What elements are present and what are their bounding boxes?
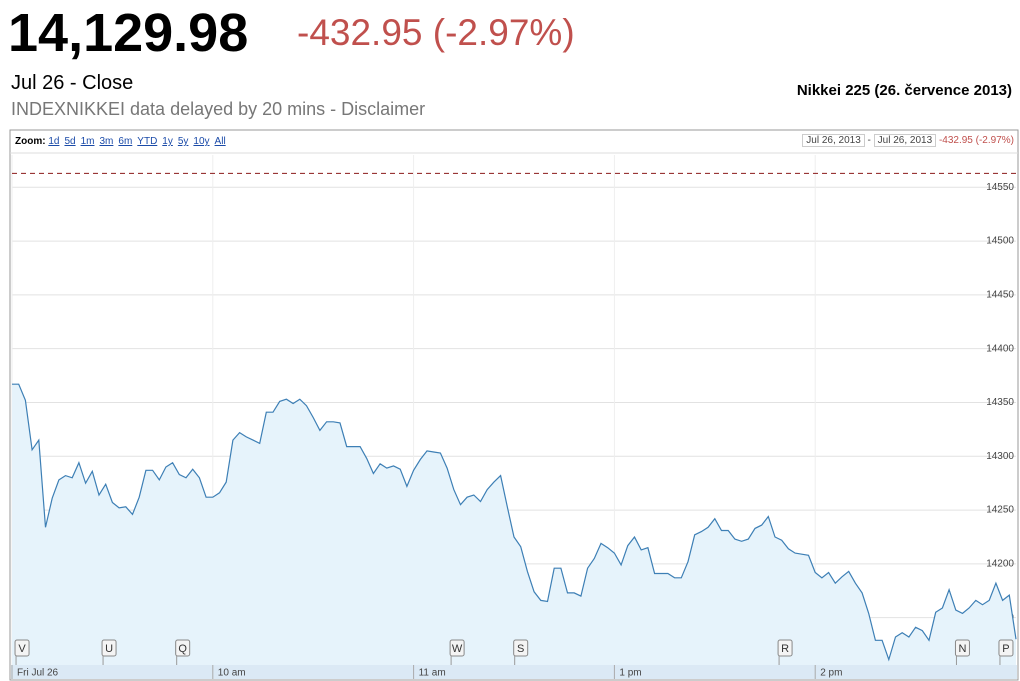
zoom-option[interactable]: All: [214, 136, 226, 147]
range-box: Jul 26, 2013 - Jul 26, 2013 -432.95 (-2.…: [802, 134, 1014, 147]
y-tick-label: 14450: [986, 290, 1014, 301]
event-flag[interactable]: [777, 639, 793, 657]
zoom-option[interactable]: 5d: [64, 136, 76, 147]
zoom-option[interactable]: 1m: [80, 136, 95, 147]
price-change: -432.95 (-2.97%): [297, 12, 575, 53]
status: Jul 26 - Close: [11, 72, 134, 94]
event-flag-label: W: [452, 643, 463, 655]
zoom-links: 1d 5d 1m 3m 6m YTD 1y 5y 10y All: [48, 136, 230, 147]
y-tick-label: 14550: [986, 182, 1014, 193]
zoom-option[interactable]: 10y: [193, 136, 210, 147]
x-tick-label: 10 am: [218, 668, 246, 679]
y-tick-label: 14500: [986, 236, 1014, 247]
data-note: INDEXNIKKEI data delayed by 20 mins - Di…: [11, 99, 426, 119]
range-start: Jul 26, 2013: [802, 134, 865, 147]
event-flag-label: Q: [178, 643, 187, 655]
event-flag-label: S: [517, 643, 524, 655]
x-tick-label: Fri Jul 26: [17, 668, 59, 679]
zoom-option[interactable]: 5y: [177, 136, 189, 147]
y-tick-label: 14400: [986, 343, 1014, 354]
range-change: -432.95 (-2.97%): [938, 135, 1014, 146]
y-tick-label: 14250: [986, 505, 1014, 516]
area: [12, 384, 1016, 665]
event-flag[interactable]: [175, 639, 191, 657]
event-flag[interactable]: [513, 639, 529, 657]
zoom-option[interactable]: 3m: [99, 136, 114, 147]
zoom-option[interactable]: 1y: [162, 136, 173, 147]
event-flag[interactable]: [998, 639, 1014, 657]
event-flag-label: N: [958, 643, 966, 655]
event-flag[interactable]: [449, 639, 465, 657]
y-tick-label: 14300: [986, 451, 1014, 462]
zoom-option[interactable]: YTD: [137, 136, 158, 147]
zoom-option[interactable]: 1d: [48, 136, 60, 147]
x-axis-band: [11, 665, 1017, 679]
event-flag-label: V: [18, 643, 26, 655]
zoom-option[interactable]: 6m: [118, 136, 133, 147]
line: [12, 383, 1017, 662]
event-flag-label: U: [105, 643, 113, 655]
x-tick-label: 1 pm: [619, 668, 641, 679]
x-tick-label: 2 pm: [820, 668, 842, 679]
y-tick-label: 14350: [986, 397, 1014, 408]
x-tick-label: 11 am: [419, 668, 446, 679]
event-flag-label: R: [781, 643, 789, 655]
event-flag[interactable]: [101, 639, 117, 657]
zoom-label: Zoom:: [15, 136, 46, 147]
event-flag[interactable]: [14, 639, 30, 657]
y-tick-label: 14200: [986, 559, 1014, 570]
price: 14,129.98: [8, 3, 249, 63]
range-end: Jul 26, 2013: [873, 134, 937, 147]
range-separator: -: [867, 135, 871, 146]
chart-caption: Nikkei 225 (26. července 2013): [796, 82, 1012, 99]
zoom-bar: Zoom: 1d 5d 1m 3m 6m YTD 1y 5y 10y All: [15, 136, 231, 147]
event-flag-label: P: [1002, 643, 1009, 655]
event-flag[interactable]: [954, 639, 970, 657]
